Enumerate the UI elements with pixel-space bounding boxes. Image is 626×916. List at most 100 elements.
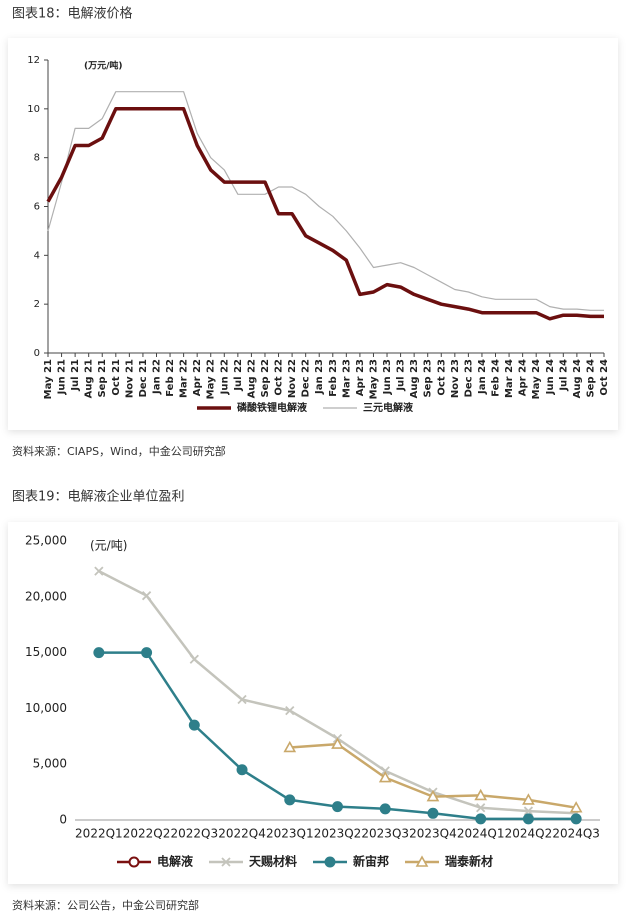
x-tick-label: Jul 22 xyxy=(233,359,244,392)
legend-marker xyxy=(415,855,429,867)
point xyxy=(523,806,534,816)
x-tick-label: Jul 21 xyxy=(70,359,81,392)
x-tick-label: 2023Q4 xyxy=(409,827,457,841)
y-tick-label: 8 xyxy=(34,153,40,164)
point xyxy=(332,801,343,813)
point xyxy=(476,803,486,813)
x-tick-label: Jul 24 xyxy=(558,359,569,392)
x-tick-label: Feb 22 xyxy=(165,359,176,397)
point xyxy=(283,740,297,753)
y-tick-label: 5,000 xyxy=(33,757,67,771)
x-tick-label: Nov 21 xyxy=(124,359,135,398)
point xyxy=(474,788,488,801)
x-tick-label: May 24 xyxy=(531,359,542,399)
x-tick-label: Dec 21 xyxy=(138,359,149,397)
x-tick-label: Jul 23 xyxy=(396,359,407,392)
point xyxy=(378,770,392,783)
x-tick-label: 2022Q1 xyxy=(75,827,123,841)
x-tick-label: 2022Q4 xyxy=(218,827,266,841)
point xyxy=(236,764,248,776)
y-tick-label: 12 xyxy=(27,55,40,66)
point xyxy=(188,719,200,731)
source-note: 资料来源：公司公告，中金公司研究部 xyxy=(12,898,199,912)
series-line xyxy=(47,91,604,311)
x-tick-label: Sep 22 xyxy=(260,359,271,398)
x-tick-label: Apr 24 xyxy=(518,359,529,396)
y-tick-label: 0 xyxy=(59,813,67,827)
y-tick-label: 10,000 xyxy=(25,701,67,715)
x-tick-label: Jan 22 xyxy=(151,359,162,395)
x-tick-label: Dec 22 xyxy=(301,359,312,397)
x-tick-label: 2023Q1 xyxy=(266,827,314,841)
point xyxy=(379,803,391,815)
x-tick-label: 2024Q1 xyxy=(457,827,505,841)
panel xyxy=(8,522,618,884)
point xyxy=(569,801,583,813)
x-tick-label: Aug 22 xyxy=(246,359,257,398)
x-tick-label: Aug 21 xyxy=(84,359,95,398)
source-note: 资料来源：CIAPS，Wind，中金公司研究部 xyxy=(12,444,226,458)
x-tick-label: Jun 21 xyxy=(57,359,68,395)
x-tick-label: 2023Q3 xyxy=(361,827,409,841)
x-tick-label: Jun 22 xyxy=(219,359,230,395)
point xyxy=(285,705,295,716)
y-tick-label: 6 xyxy=(34,202,40,213)
y-tick-label: 10 xyxy=(27,104,40,115)
x-tick-label: Oct 23 xyxy=(436,359,447,396)
x-tick-label: Apr 22 xyxy=(192,359,203,396)
point xyxy=(522,813,534,825)
x-tick-label: Jan 23 xyxy=(314,359,325,395)
point xyxy=(141,647,153,659)
legend-label: 电解液 xyxy=(157,854,193,869)
unit-label: (元/吨) xyxy=(90,539,127,553)
y-tick-label: 4 xyxy=(34,250,40,261)
legend-label: 新宙邦 xyxy=(353,854,389,869)
point xyxy=(189,654,199,664)
y-tick-label: 25,000 xyxy=(25,534,67,548)
x-tick-label: 2022Q3 xyxy=(171,827,219,841)
point xyxy=(426,789,440,802)
x-tick-label: Nov 22 xyxy=(287,359,298,398)
point xyxy=(284,794,296,806)
legend-label: 磷酸铁锂电解液 xyxy=(237,401,307,414)
point xyxy=(522,793,535,805)
x-tick-label: Oct 21 xyxy=(111,359,122,396)
point xyxy=(570,813,582,825)
point xyxy=(475,813,487,825)
y-tick-label: 2 xyxy=(34,299,40,310)
y-tick-label: 0 xyxy=(34,348,40,359)
x-tick-label: Jun 24 xyxy=(545,359,556,395)
x-tick-label: May 23 xyxy=(368,359,379,399)
x-tick-label: Nov 23 xyxy=(450,359,461,398)
point xyxy=(237,694,247,705)
x-tick-label: Sep 24 xyxy=(585,359,596,398)
x-tick-label: 2022Q2 xyxy=(123,827,171,841)
x-tick-label: Feb 23 xyxy=(328,359,339,397)
legend-marker xyxy=(324,856,336,868)
legend-label: 瑞泰新材 xyxy=(445,854,493,869)
x-tick-label: Jan 24 xyxy=(477,359,488,395)
x-tick-label: 2024Q2 xyxy=(505,827,553,841)
x-tick-label: Oct 22 xyxy=(274,359,285,396)
point xyxy=(427,807,439,819)
x-tick-label: Dec 23 xyxy=(463,359,474,397)
point xyxy=(141,591,152,601)
x-tick-label: Sep 21 xyxy=(97,359,108,398)
x-tick-label: Aug 23 xyxy=(409,359,420,398)
series-line xyxy=(46,107,604,321)
x-tick-label: Oct 24 xyxy=(599,359,610,396)
point xyxy=(380,766,390,776)
point xyxy=(94,566,104,576)
x-tick-label: Mar 23 xyxy=(341,359,352,398)
x-tick-label: 2024Q3 xyxy=(552,827,600,841)
x-tick-label: Apr 23 xyxy=(355,359,366,396)
point xyxy=(331,737,344,749)
y-tick-label: 20,000 xyxy=(25,589,67,603)
x-tick-label: Sep 23 xyxy=(423,359,434,398)
x-tick-label: May 21 xyxy=(43,359,54,399)
legend-label: 天赐材料 xyxy=(249,854,297,869)
chart-title: 图表19：电解液企业单位盈利 xyxy=(12,489,185,505)
x-tick-label: May 22 xyxy=(206,359,217,399)
x-tick-label: Jun 23 xyxy=(382,359,393,395)
